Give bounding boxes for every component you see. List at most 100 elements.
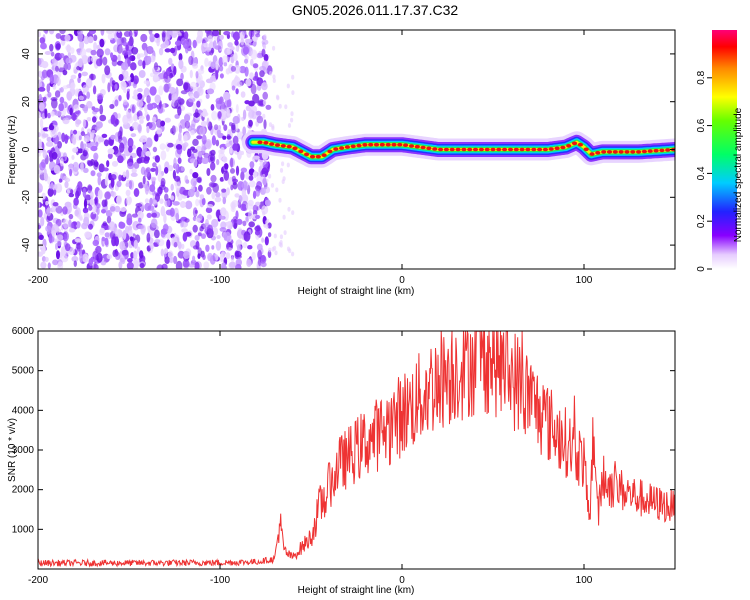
signal-peak-dot xyxy=(269,142,275,146)
noise-blob xyxy=(166,233,171,240)
noise-blob xyxy=(158,85,164,96)
noise-blob xyxy=(197,232,202,237)
noise-blob xyxy=(156,38,160,47)
signal-peak-dot xyxy=(426,146,432,151)
noise-blob xyxy=(202,112,206,118)
noise-blob xyxy=(38,57,42,66)
noise-blob xyxy=(216,129,221,136)
noise-blob xyxy=(255,214,260,220)
noise-blob xyxy=(221,188,227,193)
noise-blob xyxy=(257,249,262,260)
noise-blob xyxy=(258,99,265,106)
noise-blob xyxy=(261,237,265,243)
noise-blob xyxy=(236,81,243,88)
noise-blob xyxy=(278,103,282,109)
noise-blob xyxy=(167,142,174,148)
signal-peak-dot xyxy=(542,147,549,152)
noise-blob xyxy=(269,71,273,76)
noise-blob xyxy=(38,209,43,218)
noise-blob xyxy=(72,161,80,172)
noise-blob xyxy=(153,62,159,71)
noise-blob xyxy=(146,95,151,104)
noise-blob xyxy=(234,193,240,198)
noise-blob xyxy=(202,254,206,260)
noise-blob xyxy=(67,52,71,57)
colorbar-tick-label: 0.8 xyxy=(696,70,707,84)
noise-blob xyxy=(232,143,239,151)
noise-blob xyxy=(89,141,96,146)
noise-blob xyxy=(174,45,182,51)
noise-blob xyxy=(180,220,184,228)
noise-blob xyxy=(195,198,200,207)
noise-blob xyxy=(120,81,127,91)
noise-blob xyxy=(213,124,219,131)
signal-peak-dot xyxy=(653,148,659,153)
noise-blob xyxy=(96,44,101,50)
noise-blob xyxy=(42,133,49,138)
noise-blob xyxy=(249,161,255,169)
noise-blob xyxy=(127,137,134,148)
noise-blob xyxy=(104,237,109,246)
noise-blob xyxy=(146,46,154,55)
noise-blob xyxy=(281,161,285,167)
noise-blob xyxy=(38,224,42,229)
noise-blob xyxy=(38,152,41,157)
noise-blob xyxy=(234,65,241,74)
noise-blob xyxy=(111,160,119,167)
noise-blob xyxy=(138,217,142,223)
noise-blob xyxy=(219,177,225,182)
noise-blob xyxy=(241,200,249,212)
noise-blob xyxy=(102,56,108,66)
noise-blob xyxy=(161,32,166,42)
signal-peak-dot xyxy=(321,153,327,157)
noise-blob xyxy=(165,68,171,77)
noise-blob xyxy=(146,114,150,122)
noise-blob xyxy=(223,31,231,36)
noise-blob xyxy=(242,242,248,249)
noise-blob xyxy=(78,135,82,141)
noise-blob xyxy=(132,95,138,100)
noise-blob xyxy=(119,257,125,263)
noise-blob xyxy=(265,61,269,66)
noise-blob xyxy=(162,224,169,232)
noise-blob xyxy=(104,48,111,56)
noise-blob xyxy=(106,30,114,34)
noise-blob xyxy=(139,156,146,163)
signal-peak-dot xyxy=(350,144,356,149)
noise-blob xyxy=(83,35,90,45)
noise-blob xyxy=(48,124,55,131)
noise-blob xyxy=(192,63,199,69)
noise-blob xyxy=(272,45,276,51)
noise-blob xyxy=(286,83,290,89)
noise-blob xyxy=(262,161,269,169)
noise-blob xyxy=(79,216,83,221)
noise-blob xyxy=(56,240,62,247)
noise-blob xyxy=(164,256,170,265)
noise-blob xyxy=(52,84,57,90)
noise-blob xyxy=(157,164,162,175)
noise-blob xyxy=(155,118,162,128)
noise-blob xyxy=(273,233,277,239)
snr-panel: -200 -100 0 100 1000 2000 3000 4000 5000 6000 He… xyxy=(7,326,676,596)
noise-blob xyxy=(96,48,104,58)
signal-peak-dot xyxy=(478,147,484,152)
noise-blob xyxy=(63,175,68,181)
noise-blob xyxy=(235,104,239,113)
noise-blob xyxy=(116,30,123,39)
noise-blob xyxy=(249,180,256,188)
noise-blob xyxy=(97,175,102,186)
noise-blob xyxy=(240,167,248,173)
noise-blob xyxy=(262,44,266,50)
noise-blob xyxy=(89,30,96,35)
noise-blob xyxy=(146,55,152,65)
noise-blob xyxy=(259,65,267,72)
noise-blob xyxy=(88,258,94,267)
noise-blob xyxy=(114,118,120,126)
signal-peak-dot xyxy=(286,144,292,149)
noise-blob xyxy=(79,253,84,263)
signal-peak-dot xyxy=(496,147,502,152)
noise-blob xyxy=(160,150,167,161)
noise-blob xyxy=(168,57,173,65)
signal-peak-dot xyxy=(484,147,490,152)
noise-blob xyxy=(58,103,64,112)
